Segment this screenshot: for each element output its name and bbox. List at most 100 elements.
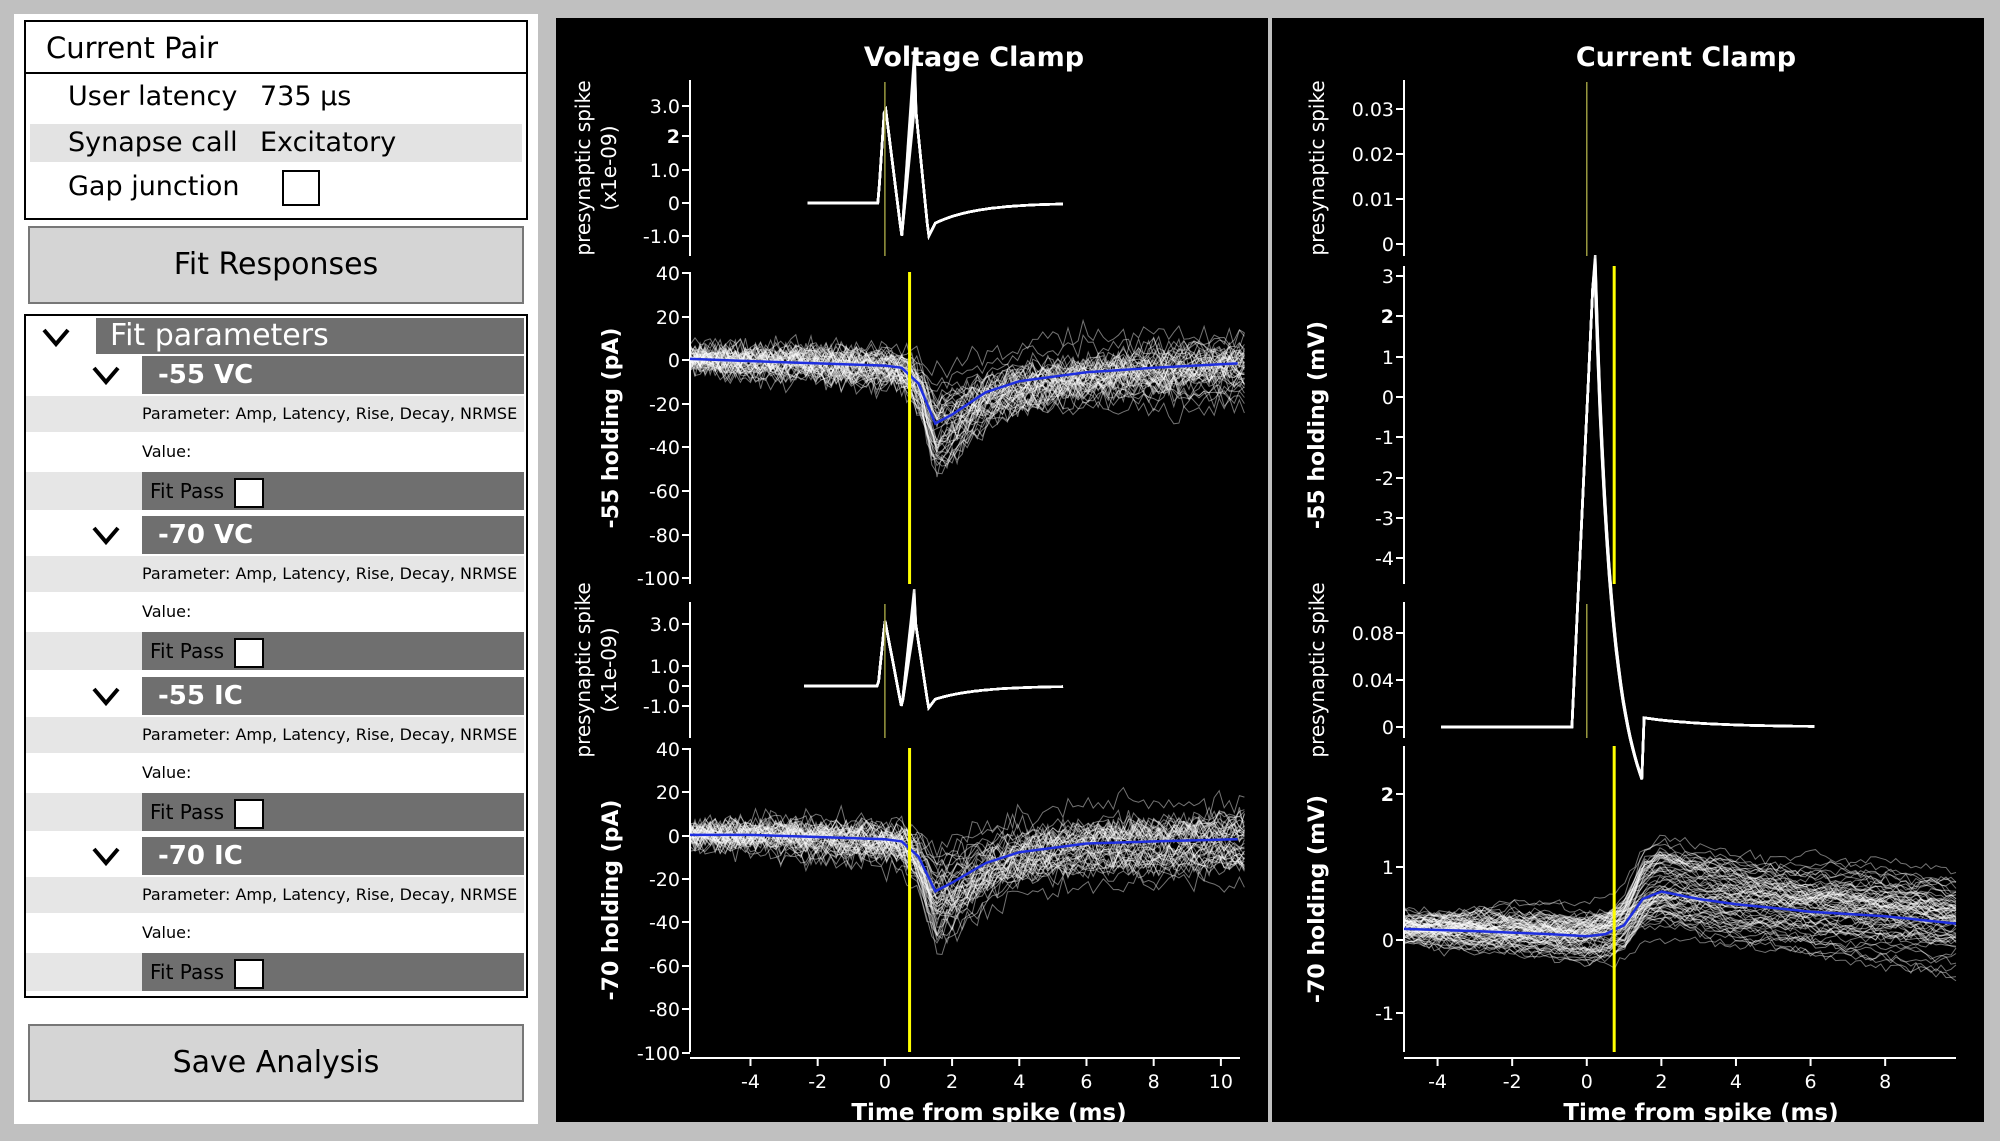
y-tick-label: -4 [1375,548,1394,570]
y-tick-label: 1 [1382,857,1394,879]
trace-line [689,818,1245,917]
trace-line [689,337,1245,407]
trace-line [689,814,1245,899]
trace-line [690,346,1245,443]
trace-line [689,329,1245,449]
trace-line [1403,834,1957,927]
trace-line [689,829,1245,891]
y-tick-label: 2 [1381,784,1394,806]
trace-line [807,76,1063,240]
save-analysis-button[interactable]: Save Analysis [28,1024,524,1102]
trace-line [1403,907,1957,951]
trace-line [689,816,1245,928]
fit-pass-checkbox[interactable] [234,637,265,668]
trace-line [1403,889,1957,943]
x-tick-label: 8 [1148,1071,1160,1093]
chevron-down-icon[interactable] [86,837,126,875]
mean-trace-line [689,357,1238,426]
gap-junction-checkbox[interactable] [282,169,320,206]
chevron-down-icon[interactable] [36,318,76,356]
trace-line [1403,851,1957,929]
fit-group-value: Value: [26,594,524,630]
fit-group-title[interactable]: -55 IC [142,677,524,715]
trace-line [689,821,1245,875]
fit-responses-button[interactable]: Fit Responses [28,226,524,304]
trace-line [1403,860,1957,926]
fit-pass-cell: Fit Pass [142,953,524,991]
fit-group-title[interactable]: -70 VC [142,516,524,554]
fit-group-parameter: Parameter: Amp, Latency, Rise, Decay, NR… [26,556,524,592]
trace-line [804,601,1064,711]
voltage-clamp-panel: Voltage Clamp 3.0 2 1.0 0 -1.0 presynaptic spi… [556,18,1268,1126]
y-tick-label: 0 [1382,930,1394,952]
y-tick-label: 1.0 [650,656,680,678]
y-tick-label: -100 [637,568,680,590]
user-latency-value[interactable]: 735 μs [260,81,352,112]
trace-line [689,336,1245,392]
y-tick-label: 1.0 [650,160,680,182]
trace-line [689,824,1245,916]
trace-line [1403,914,1957,944]
fit-pass-checkbox[interactable] [234,798,265,829]
fit-group-value: Value: [26,915,524,951]
chevron-down-icon[interactable] [86,677,126,715]
trace-line [1403,850,1957,942]
trace-line [1403,907,1957,958]
y-tick-label: -100 [637,1043,680,1065]
x-tick-label: -4 [741,1071,760,1093]
mean-trace-line [1403,890,1957,938]
trace-line [804,618,1064,711]
trace-line [1403,885,1957,943]
y-tick-label: 0 [668,826,680,848]
trace-line [1403,896,1957,945]
chevron-down-icon[interactable] [86,516,126,554]
trace-line [689,334,1245,390]
trace-line [689,824,1245,900]
synapse-call-select[interactable]: Excitatory [260,127,397,158]
trace-line [689,346,1245,420]
x-tick-label: 8 [1879,1071,1891,1093]
trace-line [689,355,1245,452]
fit-group-title[interactable]: -55 VC [142,356,524,394]
chart-title: Current Clamp [1576,42,1796,73]
trace-line [1403,892,1957,973]
trace-line [1441,265,1815,779]
fit-pass-cell: Fit Pass [142,793,524,831]
trace-line [1441,258,1815,779]
fit-group: -55 VC Parameter: Amp, Latency, Rise, Dec… [26,356,526,516]
fit-pass-label: Fit Pass [150,479,225,503]
trace-line [689,350,1245,415]
user-latency-label: User latency [68,81,238,112]
y-tick-label: -1.0 [643,696,680,718]
trace-line [1403,853,1957,927]
trace-line [1403,847,1957,925]
fit-group: -70 IC Parameter: Amp, Latency, Rise, Dec… [26,837,526,996]
fit-pass-checkbox[interactable] [234,477,265,508]
trace-line [1403,911,1957,954]
trace-line [804,605,1064,711]
y-axis-label: -70 holding (pA) [599,800,624,1001]
fit-pass-label: Fit Pass [150,800,225,824]
trace-line [1403,853,1957,928]
x-axis-label: Time from spike (ms) [1563,1100,1838,1122]
x-tick-label: -2 [1503,1071,1522,1093]
trace-line [689,349,1245,467]
y-tick-label: -20 [649,394,680,416]
chart-title: Voltage Clamp [864,42,1084,73]
gap-junction-label: Gap junction [68,171,240,202]
trace-line [807,50,1063,240]
trace-line [1403,909,1957,964]
trace-line [1441,255,1815,779]
trace-line [689,825,1245,942]
current-clamp-plot[interactable]: Current Clamp 0.03 0.02 0.01 0 presynaptic sp… [1272,18,1984,1126]
fit-pass-label: Fit Pass [150,960,225,984]
chevron-down-icon[interactable] [86,356,126,394]
trace-line [1403,837,1957,933]
trace-line [689,355,1245,432]
y-tick-label: 0 [1382,387,1394,409]
trace-line [689,339,1245,425]
trace-line [689,344,1245,454]
fit-pass-checkbox[interactable] [234,958,265,989]
fit-group-title[interactable]: -70 IC [142,837,524,875]
